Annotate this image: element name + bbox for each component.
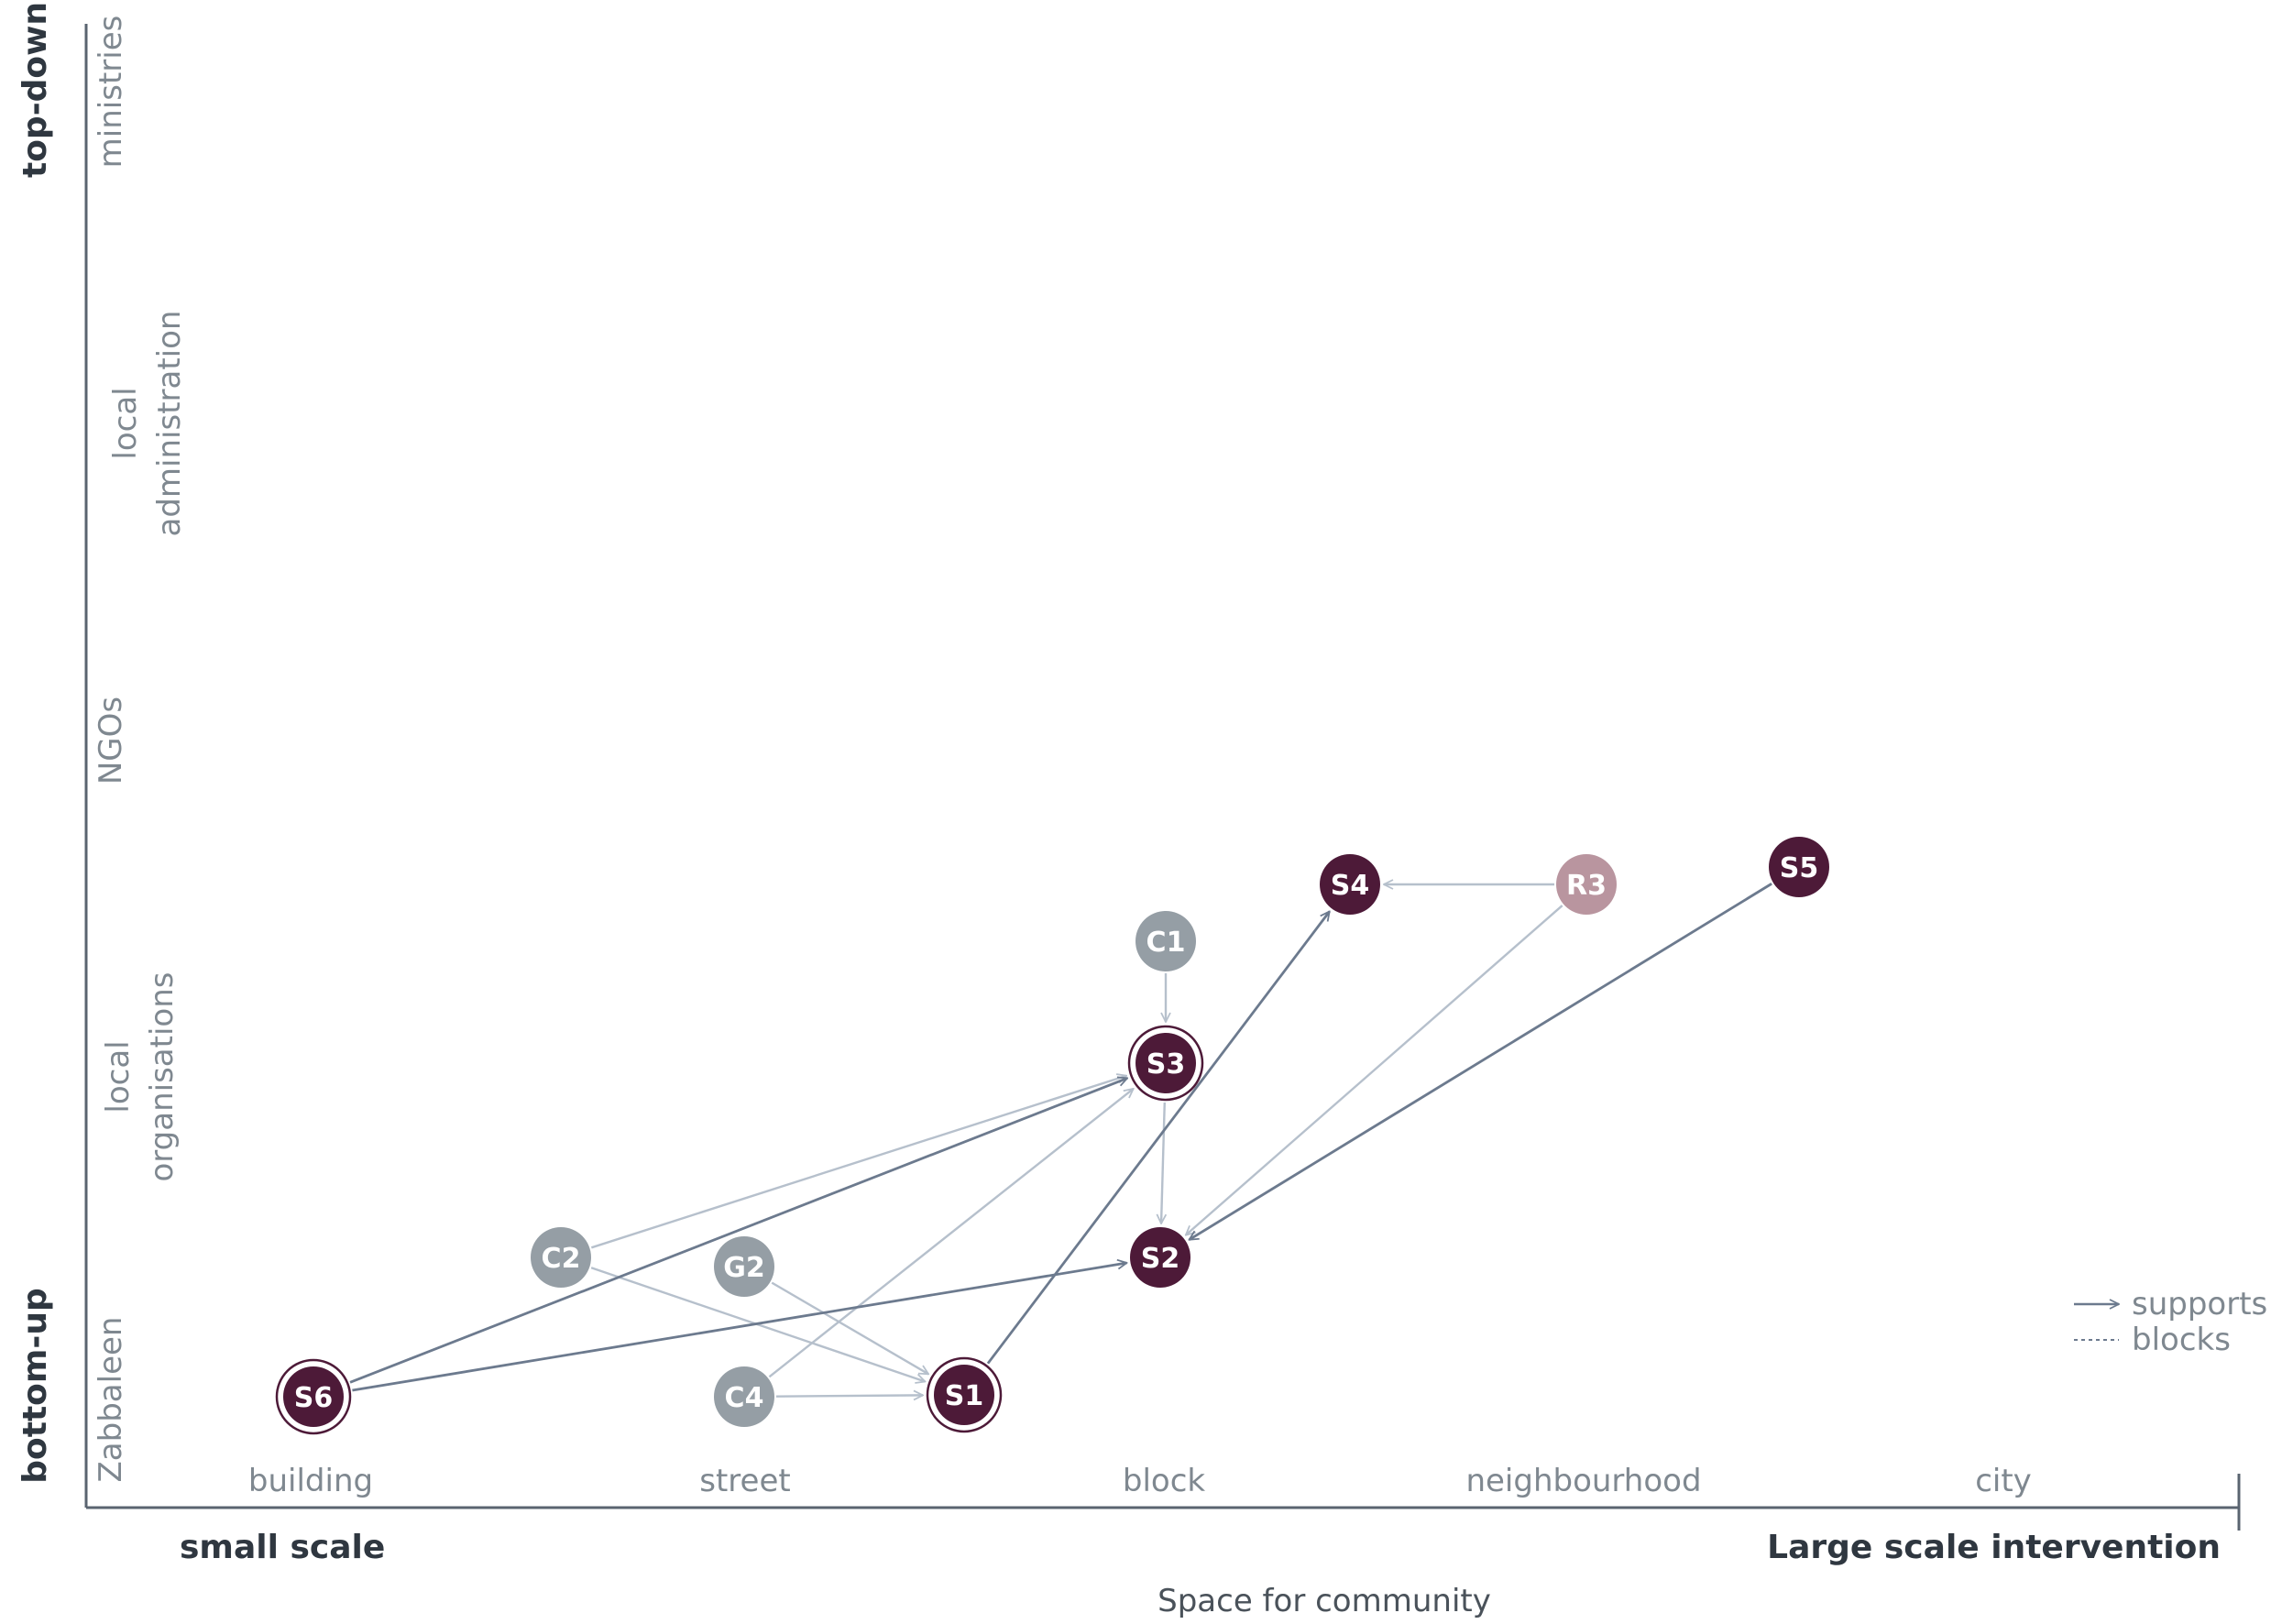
legend-supports-label: supports <box>2132 1286 2267 1322</box>
y-category-label: local <box>100 1040 137 1113</box>
y-category-label: local <box>107 387 144 459</box>
node-c1: C1 <box>1136 911 1196 971</box>
x-category-city: city <box>1975 1463 2032 1499</box>
node-label: S3 <box>1146 1048 1185 1081</box>
x-axis-caption: Space for community <box>1157 1583 1491 1619</box>
y-category-zabbaleen: Zabbaleen <box>93 1317 129 1483</box>
y-category-local-organisations: local organisations <box>100 972 181 1182</box>
edge-r3-to-s2 <box>1186 905 1563 1235</box>
node-circle <box>1136 911 1196 971</box>
y-category-label: Zabbaleen <box>93 1317 129 1483</box>
node-s1: S1 <box>926 1356 1003 1433</box>
node-label: C4 <box>725 1382 764 1414</box>
node-layer: S6 S1 S3 S2 S4 S5 R3 C1 C2 G2 C4 <box>275 837 1829 1435</box>
y-category-label: NGOs <box>93 697 129 785</box>
edge-s3-to-s2 <box>1161 1102 1165 1223</box>
x-category-block: block <box>1123 1463 1206 1499</box>
legend-blocks-label: blocks <box>2132 1322 2231 1358</box>
y-category-ministries: ministries <box>93 16 129 169</box>
node-s5: S5 <box>1769 837 1829 897</box>
legend: supports blocks <box>2074 1286 2267 1358</box>
node-circle <box>1136 1033 1196 1093</box>
edge-c2-to-s3 <box>590 1076 1126 1249</box>
edge-g2-to-s1 <box>771 1281 928 1376</box>
edge-s6-to-s3 <box>349 1078 1127 1384</box>
edge-s5-to-s2 <box>1190 883 1772 1241</box>
y-category-label: ministries <box>93 16 129 169</box>
y-category-ngos: NGOs <box>93 697 129 785</box>
node-c2: C2 <box>531 1227 591 1288</box>
node-label: S1 <box>945 1380 983 1412</box>
node-label: S6 <box>294 1382 333 1414</box>
node-circle <box>714 1366 774 1427</box>
node-s4: S4 <box>1320 854 1380 915</box>
node-circle <box>934 1365 994 1425</box>
x-category-building: building <box>248 1463 373 1499</box>
node-label: G2 <box>723 1252 765 1284</box>
y-category-label: organisations <box>144 972 181 1182</box>
x-axis-low-label: small scale <box>180 1529 385 1566</box>
y-axis-bottom-label: bottom-up <box>16 1288 54 1484</box>
edge-c4-to-s1 <box>775 1395 923 1396</box>
node-circle <box>1130 1227 1190 1288</box>
node-label: S4 <box>1331 870 1369 902</box>
y-axis-top-label: top-down <box>16 2 54 178</box>
node-circle <box>1556 854 1617 915</box>
x-axis-high-label: Large scale intervention <box>1767 1529 2221 1566</box>
edge-c4-to-s3 <box>768 1089 1133 1378</box>
x-category-neighbourhood: neighbourhood <box>1465 1463 1701 1499</box>
edge-s6-to-s2 <box>352 1263 1126 1392</box>
node-circle <box>714 1236 774 1297</box>
node-label: S2 <box>1141 1243 1179 1275</box>
node-circle <box>283 1366 344 1427</box>
x-category-street: street <box>699 1463 790 1499</box>
y-category-local-administration: local administration <box>107 311 188 537</box>
node-r3: R3 <box>1556 854 1617 915</box>
edge-s1-to-s4 <box>986 912 1330 1365</box>
node-s3: S3 <box>1127 1025 1204 1102</box>
y-category-label: administration <box>151 311 188 537</box>
edge-layer <box>349 883 1772 1396</box>
node-circle <box>1769 837 1829 897</box>
node-g2: G2 <box>714 1236 774 1297</box>
node-label: C2 <box>542 1243 581 1275</box>
node-circle <box>1320 854 1380 915</box>
node-label: R3 <box>1566 870 1607 902</box>
node-label: S5 <box>1780 852 1818 884</box>
node-c4: C4 <box>714 1366 774 1427</box>
node-s6: S6 <box>275 1358 352 1435</box>
node-label: C1 <box>1146 927 1186 959</box>
node-s2: S2 <box>1130 1227 1190 1288</box>
node-circle <box>531 1227 591 1288</box>
